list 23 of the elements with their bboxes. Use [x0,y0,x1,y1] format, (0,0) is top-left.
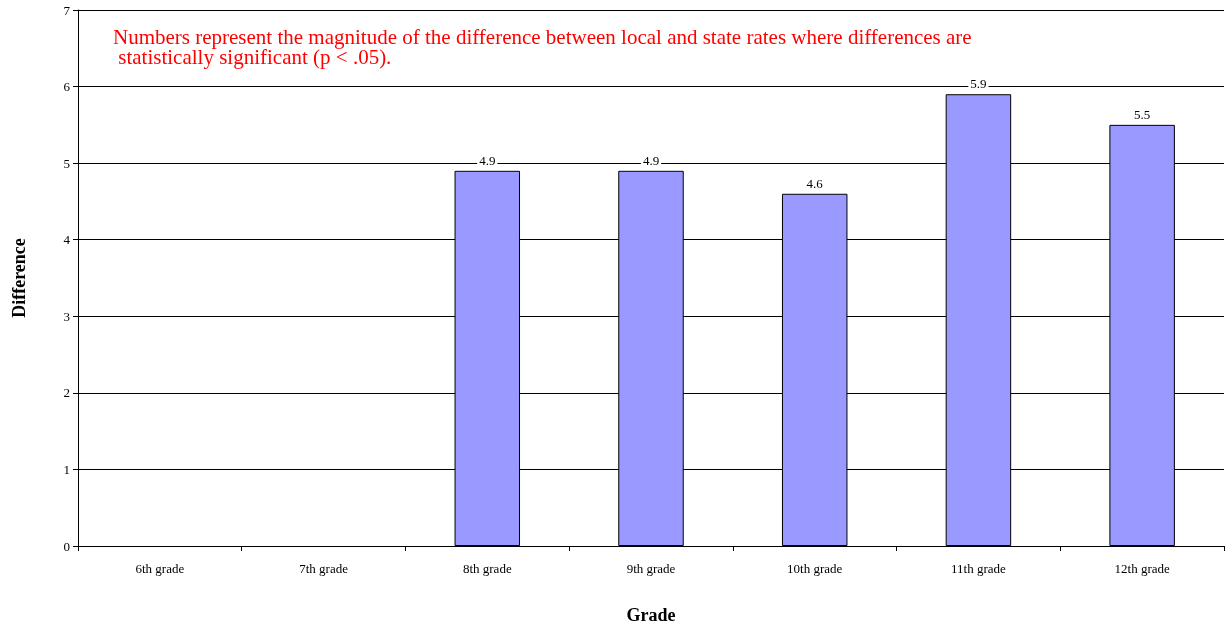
y-tick-label: 1 [63,461,70,477]
y-tick-label: 4 [63,232,71,248]
y-tick-label: 3 [63,308,70,324]
y-tick-label: 2 [63,385,70,401]
x-tick-label: 8th grade [462,561,512,576]
x-axis-title: Grade [626,605,676,625]
x-tick-label: 10th grade [787,561,843,576]
data-label: 5.5 [1134,106,1151,122]
data-label: 4.9 [479,152,496,168]
y-tick-label: 7 [63,2,71,18]
x-tick-label: 7th grade [299,561,349,576]
data-label: 5.9 [970,76,987,92]
x-tick-label: 6th grade [135,561,185,576]
data-label: 4.6 [806,175,824,191]
x-tick-label: 11th grade [951,561,1007,576]
y-tick-label: 0 [63,538,70,554]
y-tick-label: 5 [63,155,70,171]
y-axis-title: Difference [9,238,29,318]
y-tick-label: 6 [63,79,71,95]
x-tick-label: 9th grade [626,561,676,576]
x-tick-label: 12th grade [1114,561,1170,576]
annotation: Numbers represent the magnitude of the difference between local and state rates where differences are statistically significant (p < .05). [113,24,972,69]
data-label: 4.9 [642,152,660,168]
